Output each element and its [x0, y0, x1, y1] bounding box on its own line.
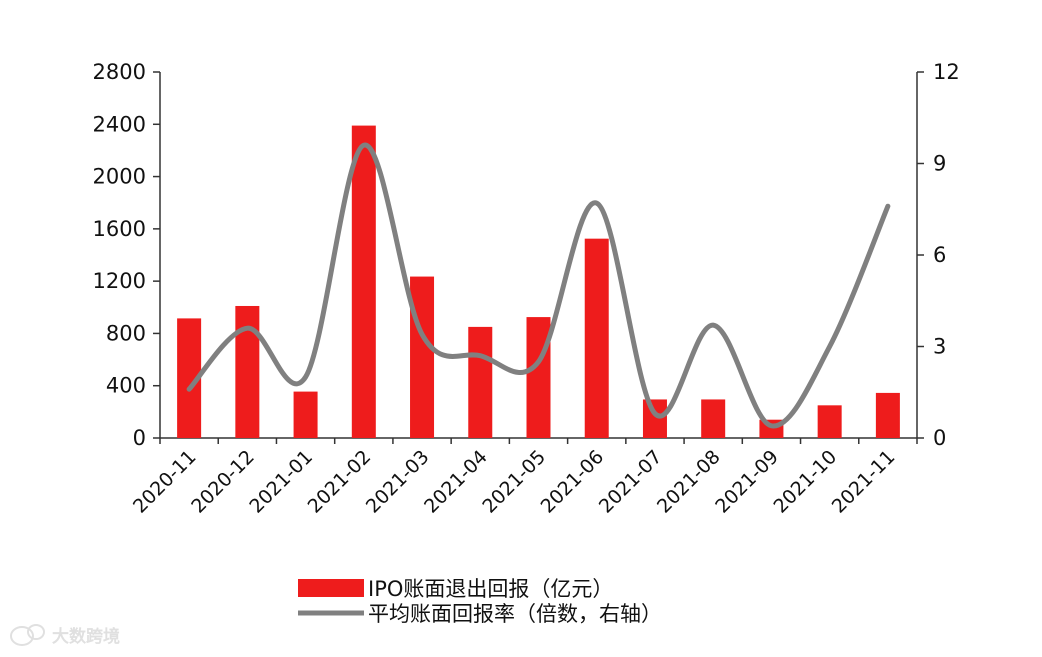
legend-bar-label: IPO账面退出回报（亿元） — [368, 577, 613, 601]
bar-2021-05 — [526, 317, 551, 438]
left-tick-label: 0 — [133, 426, 146, 450]
x-tick-label: 2021-07 — [595, 446, 667, 518]
left-tick-label: 1200 — [93, 269, 146, 293]
left-tick-label: 2400 — [93, 112, 146, 136]
x-tick-label: 2021-02 — [304, 446, 376, 518]
left-tick-label: 400 — [106, 374, 146, 398]
left-tick-label: 2800 — [93, 60, 146, 84]
bar-series — [177, 125, 900, 438]
legend-line-label: 平均账面回报率（倍数，右轴） — [368, 602, 662, 626]
right-tick-label: 0 — [933, 426, 946, 450]
watermark: 大数跨境 — [10, 624, 120, 647]
x-tick-label: 2020-12 — [187, 446, 259, 518]
x-tick-label: 2021-06 — [537, 446, 609, 518]
line-series — [186, 142, 891, 429]
x-tick-label: 2020-11 — [129, 446, 201, 518]
x-tick-label: 2021-11 — [828, 446, 900, 518]
watermark-text: 大数跨境 — [52, 626, 120, 647]
right-tick-label: 9 — [933, 152, 946, 176]
left-tick-label: 800 — [106, 321, 146, 345]
ratio-line — [186, 142, 891, 429]
x-tick-label: 2021-05 — [478, 446, 550, 518]
right-tick-label: 3 — [933, 335, 946, 359]
bar-2021-06 — [584, 238, 609, 438]
left-tick-label: 1600 — [93, 217, 146, 241]
right-y-axis: 0 3 6 9 12 — [916, 60, 960, 450]
legend-bar-swatch — [298, 579, 364, 597]
bar-2021-01 — [293, 391, 318, 438]
bar-2021-02 — [351, 125, 376, 438]
right-tick-label: 12 — [933, 60, 960, 84]
right-tick-label: 6 — [933, 243, 946, 267]
left-tick-label: 2000 — [93, 165, 146, 189]
x-axis — [159, 437, 918, 444]
x-tick-label: 2021-03 — [362, 446, 434, 518]
bubble-logo-icon — [10, 624, 45, 646]
x-tick-label: 2021-01 — [245, 446, 317, 518]
x-tick-label: 2021-10 — [769, 446, 841, 518]
legend: IPO账面退出回报（亿元） 平均账面回报率（倍数，右轴） — [298, 577, 662, 626]
x-tick-label: 2021-04 — [420, 446, 492, 518]
x-tick-label: 2021-08 — [653, 446, 725, 518]
x-tick-label: 2021-09 — [711, 446, 783, 518]
bar-2021-08 — [701, 399, 726, 438]
bar-2021-11 — [875, 392, 900, 438]
bar-2021-04 — [468, 326, 493, 438]
bar-2021-10 — [817, 405, 842, 438]
left-y-axis: 0 400 800 1200 1600 2000 2400 2800 — [93, 60, 161, 450]
bar-2021-03 — [410, 276, 435, 438]
x-tick-labels: 2020-112020-122021-012021-022021-032021-… — [129, 446, 899, 518]
bar-2021-07 — [642, 399, 667, 438]
